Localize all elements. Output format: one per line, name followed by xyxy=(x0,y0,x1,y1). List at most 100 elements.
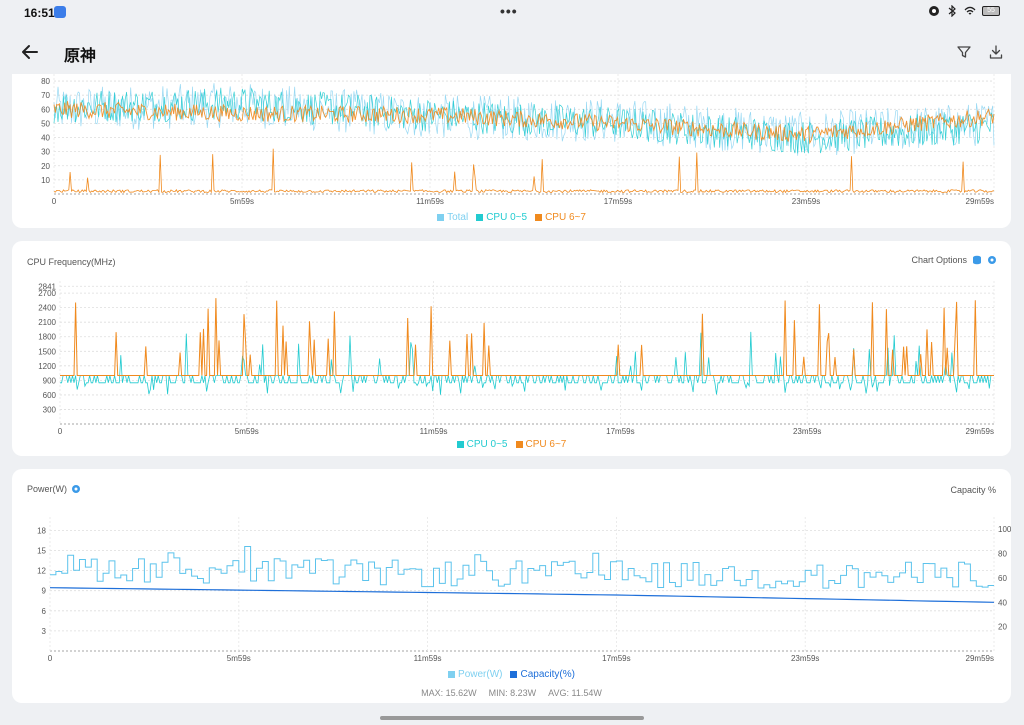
x-tick-label: 0 xyxy=(58,427,63,436)
legend-label: Power(W) xyxy=(458,669,503,680)
y-tick-label: 30 xyxy=(41,148,50,157)
cpu-frequency-legend: CPU 0~5 CPU 6~7 xyxy=(12,439,1011,450)
cpu-frequency-card: CPU Frequency(MHz) Chart Options 300 600 9… xyxy=(12,241,1011,456)
status-time: 16:51 xyxy=(24,6,55,20)
x-tick-label: 23m59s xyxy=(793,427,821,436)
x-tick-label: 0 xyxy=(52,197,57,206)
x-tick-label: 17m59s xyxy=(606,427,634,436)
stat-min: MIN: 8.23W xyxy=(488,688,537,698)
y-tick-label: 1200 xyxy=(38,362,56,371)
y-tick-label: 2100 xyxy=(38,318,56,327)
legend-swatch xyxy=(510,671,518,678)
y-tick-label: 2400 xyxy=(38,304,56,313)
legend-item-power[interactable]: Power(W) xyxy=(448,669,502,680)
legend-item-capacity[interactable]: Capacity(%) xyxy=(510,669,575,680)
bluetooth-icon xyxy=(948,5,956,17)
y-tick-label: 70 xyxy=(41,91,50,100)
chart-options-label: Chart Options xyxy=(911,255,967,265)
y-right-tick-label: 20 xyxy=(998,623,1007,632)
status-bar: 16:51 ••• 55 xyxy=(0,0,1024,26)
settings-icon[interactable] xyxy=(71,484,81,494)
cpu-usage-chart: 10 20 30 40 50 60 70 80 0 5m59s 11m59s 17m59s 23m59s… xyxy=(41,74,995,206)
legend-label: CPU 6~7 xyxy=(545,212,586,223)
more-dots-icon[interactable]: ••• xyxy=(500,3,518,19)
legend-swatch xyxy=(448,671,456,678)
y-tick-label: 40 xyxy=(41,134,50,143)
legend-swatch xyxy=(456,441,464,448)
y-tick-label: 300 xyxy=(43,405,57,414)
y-tick-label: 10 xyxy=(41,176,50,185)
x-tick-label: 17m59s xyxy=(604,197,632,206)
y-tick-label: 18 xyxy=(37,526,46,535)
legend-swatch xyxy=(515,441,523,448)
download-icon[interactable] xyxy=(988,44,1004,60)
legend-label: Total xyxy=(447,212,469,223)
y-tick-label: 2841 xyxy=(38,282,56,291)
x-tick-label: 5m59s xyxy=(227,654,251,663)
series-line-capacity xyxy=(49,587,995,603)
series-line-power xyxy=(50,546,994,589)
y-tick-label: 2700 xyxy=(38,289,56,298)
power-stats: MAX: 15.62W MIN: 8.23W AVG: 11.54W xyxy=(12,688,1011,698)
x-tick-label: 29m59s xyxy=(966,427,994,436)
wifi-icon xyxy=(964,6,976,15)
cpu-usage-legend: Total CPU 0~5 CPU 6~7 xyxy=(12,212,1011,223)
series-line-cpu-0-5 xyxy=(60,331,994,395)
y-tick-label: 900 xyxy=(43,376,57,385)
legend-item-total[interactable]: Total xyxy=(437,212,468,223)
x-tick-label: 17m59s xyxy=(602,654,630,663)
battery-icon: 55 xyxy=(982,6,1000,16)
legend-item-cpu-0-5[interactable]: CPU 0~5 xyxy=(476,212,527,223)
stat-max: MAX: 15.62W xyxy=(421,688,477,698)
y-tick-label: 1800 xyxy=(38,333,56,342)
y-tick-label: 80 xyxy=(41,77,50,86)
cpu-usage-card: 10 20 30 40 50 60 70 80 0 5m59s 11m59s 17m59s 23m59s… xyxy=(12,74,1011,228)
series-line-0 xyxy=(53,83,995,156)
power-title: Power(W) xyxy=(27,484,67,494)
capacity-axis-title: Capacity % xyxy=(950,485,996,495)
series-line-cpu-6-7 xyxy=(60,298,994,376)
legend-label: CPU 6~7 xyxy=(525,439,567,450)
legend-label: CPU 0~5 xyxy=(466,439,508,450)
settings-icon[interactable] xyxy=(987,255,997,265)
x-tick-label: 23m59s xyxy=(792,197,820,206)
y-tick-label: 50 xyxy=(41,119,50,128)
y-tick-label: 15 xyxy=(37,547,46,556)
y-tick-label: 1500 xyxy=(38,347,56,356)
y-tick-label: 9 xyxy=(42,587,47,596)
series-line-cpu-6-7-idle xyxy=(53,148,995,194)
power-chart: 3 6 9 12 15 18 0 5m59s 11m59s 17m59s 23m59s 29m59s 2… xyxy=(37,517,1011,663)
record-icon xyxy=(929,6,939,16)
page-title: 原神 xyxy=(64,48,97,65)
filter-icon[interactable] xyxy=(956,44,972,60)
back-arrow-icon[interactable] xyxy=(18,40,42,64)
legend-item-cpu-0-5[interactable]: CPU 0~5 xyxy=(456,439,508,450)
series-line-2 xyxy=(53,101,995,145)
x-tick-label: 5m59s xyxy=(235,427,259,436)
x-tick-label: 5m59s xyxy=(230,197,254,206)
app-notification-icon xyxy=(54,6,66,18)
y-right-tick-label: 40 xyxy=(998,598,1007,607)
legend-item-cpu-6-7[interactable]: CPU 6~7 xyxy=(535,212,586,223)
legend-item-cpu-6-7[interactable]: CPU 6~7 xyxy=(515,439,567,450)
x-tick-label: 29m59s xyxy=(966,654,994,663)
y-right-tick-label: 80 xyxy=(998,550,1007,559)
x-tick-label: 11m59s xyxy=(416,197,444,206)
legend-label: Capacity(%) xyxy=(520,669,575,680)
x-tick-label: 0 xyxy=(48,654,53,663)
y-tick-label: 6 xyxy=(42,607,47,616)
x-tick-label: 29m59s xyxy=(966,197,994,206)
y-tick-label: 20 xyxy=(41,162,50,171)
y-tick-label: 3 xyxy=(42,627,47,636)
x-tick-label: 23m59s xyxy=(791,654,819,663)
chart-options-button[interactable]: Chart Options xyxy=(911,255,997,265)
power-card: Power(W) Capacity % 3 6 9 12 15 18 0 5m59s 11m59… xyxy=(12,469,1011,703)
home-indicator xyxy=(380,716,644,720)
power-legend: Power(W) Capacity(%) xyxy=(12,669,1011,680)
y-tick-label: 12 xyxy=(37,567,46,576)
legend-swatch xyxy=(476,214,484,221)
y-tick-label: 600 xyxy=(43,391,57,400)
y-right-tick-label: 100 xyxy=(998,525,1011,534)
legend-swatch xyxy=(535,214,543,221)
